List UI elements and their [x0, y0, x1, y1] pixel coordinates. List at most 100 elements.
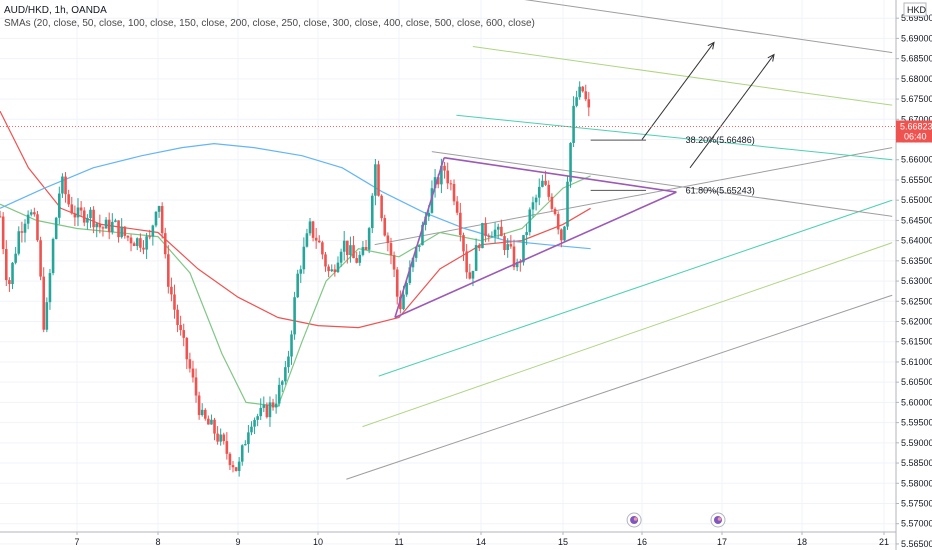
candle-body [225, 441, 229, 454]
candle-body [61, 176, 64, 194]
time-tick-label: 10 [313, 537, 323, 547]
candle-body [82, 210, 86, 223]
candle-body [107, 219, 111, 233]
candle-body [324, 254, 327, 267]
candle-body [436, 177, 440, 185]
candle-body [481, 222, 484, 249]
time-tick-label: 8 [155, 537, 160, 547]
candle-body [17, 231, 21, 254]
candle-body [342, 240, 346, 252]
candle-body [544, 180, 547, 185]
candle-body [449, 183, 453, 185]
candle-body [268, 402, 272, 418]
candle-body [145, 236, 148, 250]
time-tick-label: 15 [558, 537, 568, 547]
candle-body [333, 269, 337, 273]
candle-body [421, 224, 424, 246]
candle-body [519, 262, 522, 264]
candle-body [299, 269, 303, 274]
candle-body [120, 226, 123, 238]
price-candles [0, 81, 591, 477]
price-tick-label: 5.60000 [901, 397, 932, 407]
price-tick-label: 5.56500 [901, 539, 932, 549]
currency-box [903, 2, 927, 17]
candle-body [200, 409, 204, 416]
candle-body [216, 433, 219, 442]
candle-body [101, 227, 105, 229]
candle-body [222, 434, 226, 442]
candle-body [197, 395, 201, 416]
candle-body [531, 202, 535, 210]
symbol-title[interactable]: AUD/HKD, 1h, OANDA [4, 5, 107, 16]
currency-label: HKD [907, 5, 927, 15]
candle-body [284, 367, 287, 382]
indicator-label[interactable]: SMAs (20, close, 50, close, 100, close, … [4, 18, 535, 29]
candle-body [386, 235, 390, 244]
candle-body [29, 212, 33, 215]
candle-body [474, 245, 478, 271]
candle-body [253, 419, 256, 427]
candle-body [408, 267, 412, 283]
event-markers[interactable] [626, 512, 726, 528]
candle-body [399, 296, 402, 310]
candle-body [446, 170, 450, 184]
arrow-shaft [689, 54, 775, 169]
price-axis[interactable]: 5.69500 5.69000 5.68500 5.68000 5.67500 5.670… [895, 0, 932, 550]
candle-body [20, 231, 24, 233]
candle-body [537, 186, 541, 198]
candle-body [126, 235, 130, 238]
candle-body [395, 269, 399, 297]
candle-body [86, 218, 89, 223]
price-tick-label: 5.67000 [901, 114, 932, 124]
candle-body [188, 359, 192, 369]
candle-body [377, 164, 380, 196]
candle-body [575, 97, 578, 106]
sma-line [0, 110, 591, 329]
candle-body [487, 236, 491, 238]
price-tick-label: 5.58500 [901, 458, 932, 468]
candle-body [496, 226, 500, 230]
price-tick-label: 5.63000 [901, 276, 932, 286]
triangle-edge [443, 156, 677, 193]
candle-body [330, 269, 334, 272]
candle-body [358, 254, 362, 263]
price-tick-label: 5.62000 [901, 317, 932, 327]
candle-body [89, 209, 92, 219]
price-tick-label: 5.64000 [901, 236, 932, 246]
candle-body [170, 286, 173, 295]
candle-body [45, 302, 49, 330]
candle-body [405, 282, 408, 295]
price-tick-label: 5.57500 [901, 498, 932, 508]
candle-body [578, 86, 581, 98]
candle-body [173, 294, 176, 310]
candle-body [327, 266, 330, 272]
candle-body [237, 461, 241, 471]
candle-body [154, 211, 158, 226]
time-tick-label: 16 [637, 537, 647, 547]
candle-body [114, 220, 117, 222]
candle-body [305, 233, 309, 247]
candle-body [64, 176, 67, 195]
candle-body [392, 255, 396, 270]
candle-body [471, 270, 475, 279]
candle-body [572, 105, 575, 143]
candle-body [104, 219, 108, 229]
candle-body [111, 221, 114, 233]
candle-body [569, 142, 572, 182]
time-axis[interactable]: 7 8 9 10 11 14 15 16 17 18 21 [0, 531, 896, 547]
candle-body [374, 164, 377, 196]
candle-body [1, 216, 5, 250]
candle-body [352, 245, 355, 259]
candle-body [135, 238, 139, 247]
triangle-pattern [394, 156, 677, 319]
candle-body [167, 254, 170, 287]
price-tick-label: 5.63500 [901, 256, 932, 266]
candle-body [528, 209, 532, 233]
price-tick-label: 5.64500 [901, 215, 932, 225]
candle-body [506, 244, 509, 251]
candle-body [203, 409, 207, 419]
price-tick-label: 5.59000 [901, 438, 932, 448]
candle-body [54, 217, 58, 239]
candle-body [179, 325, 182, 331]
